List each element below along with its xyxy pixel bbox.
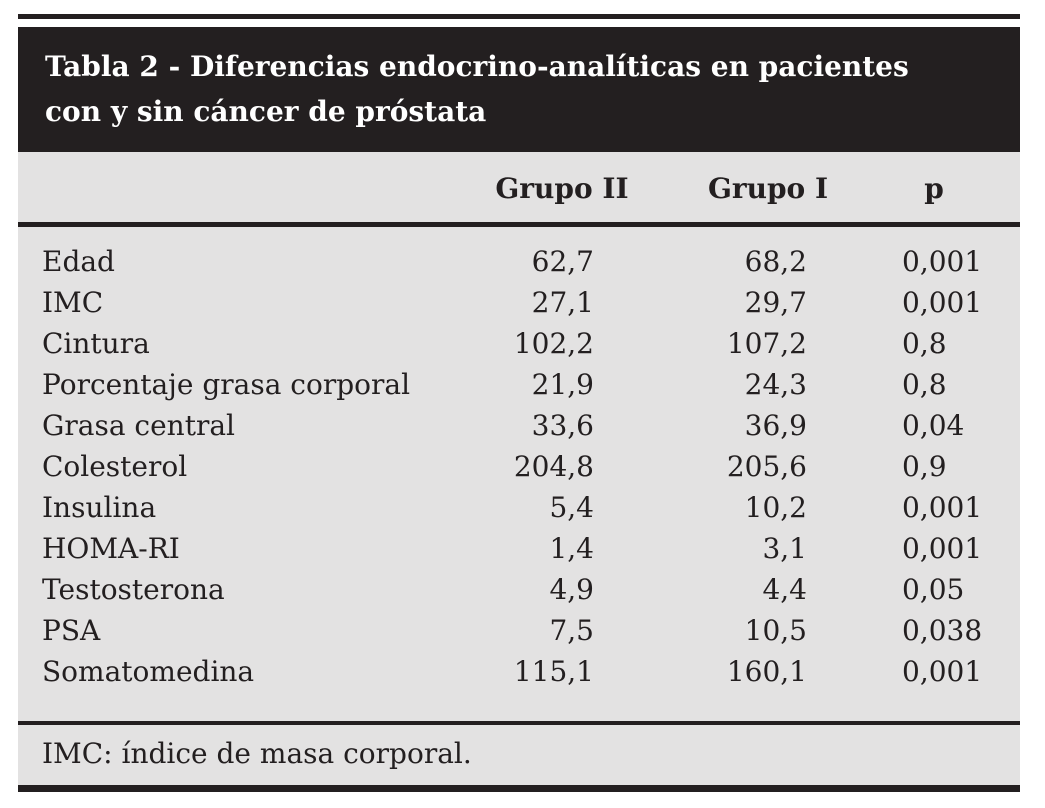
column-header-grupo-i: Grupo I xyxy=(707,172,829,205)
table-row-testosterona: Testosterona 4,9 4,4 0,05 xyxy=(18,569,1020,610)
grupo-ii-value: 102,2 xyxy=(513,327,594,360)
row-label: Grasa central xyxy=(42,409,235,442)
footnote: IMC: índice de masa corporal. xyxy=(18,725,1020,785)
grupo-ii-value: 5,4 xyxy=(549,491,594,524)
row-label: Edad xyxy=(42,245,115,278)
table-body: Grupo II Grupo I p Edad 62,7 68,2 0,001 … xyxy=(18,152,1020,785)
header-rule xyxy=(18,222,1020,227)
p-value: 0,001 xyxy=(902,491,983,524)
grupo-ii-value: 21,9 xyxy=(531,368,594,401)
footnote-text: IMC: índice de masa corporal. xyxy=(42,737,472,770)
grupo-ii-value: 33,6 xyxy=(531,409,594,442)
top-rule xyxy=(18,14,1020,19)
row-label: Insulina xyxy=(42,491,157,524)
row-label: Cintura xyxy=(42,327,150,360)
grupo-i-value: 160,1 xyxy=(726,655,807,688)
bottom-rule xyxy=(18,785,1020,792)
grupo-i-value: 3,1 xyxy=(762,532,807,565)
table-2-figure: Tabla 2 - Diferencias endocrino-analític… xyxy=(18,14,1020,792)
grupo-i-value: 68,2 xyxy=(744,245,807,278)
row-label: HOMA-RI xyxy=(42,532,180,565)
column-header-p: p xyxy=(924,172,944,205)
column-header-grupo-ii: Grupo II xyxy=(495,172,629,205)
table-title-line-1: Tabla 2 - Diferencias endocrino-analític… xyxy=(45,50,909,83)
table-rows: Edad 62,7 68,2 0,001 IMC 27,1 29,7 0,001… xyxy=(18,227,1020,692)
grupo-i-value: 107,2 xyxy=(726,327,807,360)
grupo-ii-value: 1,4 xyxy=(549,532,594,565)
table-row-colesterol: Colesterol 204,8 205,6 0,9 xyxy=(18,446,1020,487)
column-header-row: Grupo II Grupo I p xyxy=(18,152,1020,222)
grupo-i-value: 36,9 xyxy=(744,409,807,442)
grupo-ii-value: 62,7 xyxy=(531,245,594,278)
table-row-porcentaje-grasa: Porcentaje grasa corporal 21,9 24,3 0,8 xyxy=(18,364,1020,405)
row-label: IMC xyxy=(42,286,104,319)
table-row-somatomedina: Somatomedina 115,1 160,1 0,001 xyxy=(18,651,1020,692)
p-value: 0,001 xyxy=(902,286,983,319)
table-row-psa: PSA 7,5 10,5 0,038 xyxy=(18,610,1020,651)
p-value: 0,001 xyxy=(902,245,983,278)
p-value: 0,05 xyxy=(902,573,965,606)
p-value: 0,8 xyxy=(902,327,947,360)
table-title-line-2: con y sin cáncer de próstata xyxy=(45,95,487,128)
grupo-ii-value: 27,1 xyxy=(531,286,594,319)
grupo-ii-value: 115,1 xyxy=(513,655,594,688)
grupo-ii-value: 4,9 xyxy=(549,573,594,606)
row-label: Somatomedina xyxy=(42,655,255,688)
pre-footnote-gap xyxy=(18,692,1020,721)
row-label: Porcentaje grasa corporal xyxy=(42,368,411,401)
rule-gap xyxy=(18,19,1020,27)
p-value: 0,001 xyxy=(902,532,983,565)
grupo-i-value: 29,7 xyxy=(744,286,807,319)
p-value: 0,04 xyxy=(902,409,965,442)
grupo-ii-value: 7,5 xyxy=(549,614,594,647)
table-row-imc: IMC 27,1 29,7 0,001 xyxy=(18,282,1020,323)
table-row-insulina: Insulina 5,4 10,2 0,001 xyxy=(18,487,1020,528)
p-value: 0,001 xyxy=(902,655,983,688)
row-label: PSA xyxy=(42,614,101,647)
grupo-i-value: 4,4 xyxy=(762,573,807,606)
footnote-rule xyxy=(18,721,1020,725)
grupo-i-value: 10,5 xyxy=(744,614,807,647)
grupo-i-value: 24,3 xyxy=(744,368,807,401)
p-value: 0,8 xyxy=(902,368,947,401)
table-row-homa-ri: HOMA-RI 1,4 3,1 0,001 xyxy=(18,528,1020,569)
row-label: Testosterona xyxy=(42,573,225,606)
table-title-bar: Tabla 2 - Diferencias endocrino-analític… xyxy=(18,27,1020,152)
p-value: 0,9 xyxy=(902,450,947,483)
table-row-grasa-central: Grasa central 33,6 36,9 0,04 xyxy=(18,405,1020,446)
p-value: 0,038 xyxy=(902,614,983,647)
table-row-edad: Edad 62,7 68,2 0,001 xyxy=(18,241,1020,282)
grupo-i-value: 10,2 xyxy=(744,491,807,524)
row-label: Colesterol xyxy=(42,450,188,483)
grupo-i-value: 205,6 xyxy=(726,450,807,483)
grupo-ii-value: 204,8 xyxy=(513,450,594,483)
table-row-cintura: Cintura 102,2 107,2 0,8 xyxy=(18,323,1020,364)
